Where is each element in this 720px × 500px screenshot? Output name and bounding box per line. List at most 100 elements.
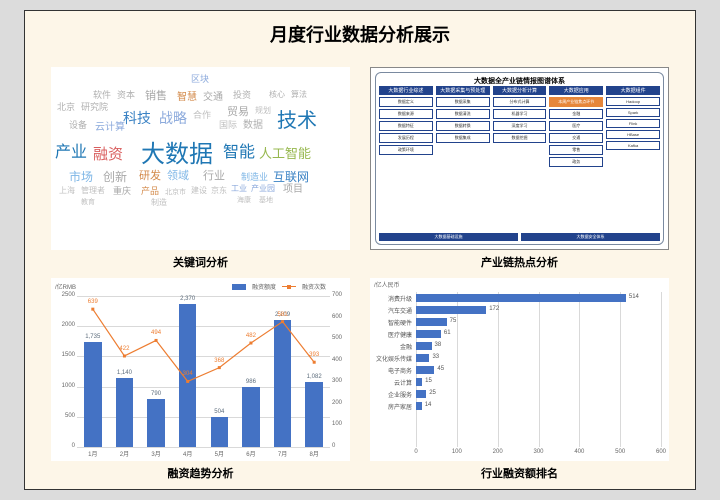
ranking-row: 电子商务45 [370, 364, 669, 376]
wordcloud-word: 产品 [141, 187, 159, 196]
chain-box: 数据采集 [436, 97, 490, 107]
wordcloud-word: 国际 [219, 121, 237, 130]
wordcloud-word: 区块 [191, 75, 209, 84]
dashboard-canvas: 月度行业数据分析展示 大数据技术产业融资智能人工智能科技战略市场创新研发领域行业… [24, 10, 696, 490]
ranking-bar [416, 330, 441, 338]
chain-box: 数据定义 [379, 97, 433, 107]
wordcloud-word: 产业 [55, 145, 87, 161]
ranking-x-tick: 300 [533, 449, 543, 455]
chain-box: 数据转换 [436, 121, 490, 131]
chain-column-head: 大数据应用 [549, 86, 603, 95]
ranking-row: 消费升级514 [370, 292, 669, 304]
ranking-x-tick: 200 [493, 449, 503, 455]
ranking-value: 38 [435, 342, 442, 348]
wordcloud-word: 海康 [237, 197, 251, 204]
y-right-tick: 400 [332, 357, 342, 363]
wordcloud-word: 战略 [159, 111, 187, 125]
trend-panel: 1,7356391,1404227904942,3703045043689864… [51, 278, 350, 461]
ranking-bar [416, 378, 422, 386]
trend-unit: /亿RMB [55, 282, 76, 291]
wordcloud-word: 重庆 [113, 187, 131, 196]
chain-box: Hadoop [606, 97, 660, 106]
trend-legend: 融资额度融资次数 [232, 282, 326, 291]
chain-box: 交通 [549, 133, 603, 143]
wordcloud-word: 数据 [243, 121, 263, 131]
trend-x-tick: 1月 [88, 449, 97, 458]
ranking-category: 云计算 [370, 378, 416, 387]
chain-box: Spark [606, 108, 660, 117]
chain-footer: 大数据安全体系 [521, 233, 660, 241]
chain-box: Kafka [606, 141, 660, 150]
chain-box: 政策环境 [379, 145, 433, 155]
wordcloud-word: 制造业 [241, 173, 268, 182]
y-right-tick: 100 [332, 421, 342, 427]
ranking-category: 企业服务 [370, 390, 416, 399]
wordcloud-word: 交通 [203, 93, 223, 103]
chain-panel: 大数据全产业链情报图谱体系大数据行业综述数据定义数据来源数据特征发展历程政策环境… [370, 67, 669, 250]
ranking-row: 云计算 15 [370, 376, 669, 388]
cell-ranking: /亿人民币0100200300400500600消费升级514汽车交通172智能… [370, 278, 669, 483]
wordcloud-word: 建设 [191, 187, 207, 195]
chain-box: 分布式计算 [493, 97, 547, 107]
trend-x-tick: 7月 [278, 449, 287, 458]
ranking-category: 房产家居 [370, 402, 416, 411]
ranking-category: 医疗健康 [370, 330, 416, 339]
ranking-value: 33 [432, 354, 439, 360]
trend-x-tick: 3月 [151, 449, 160, 458]
wordcloud-word: 合作 [193, 111, 211, 120]
ranking-value: 14 [425, 402, 432, 408]
wordcloud-word: 京东 [211, 187, 227, 195]
chain-box: 政务 [549, 157, 603, 167]
wordcloud-word: 产业园 [251, 185, 275, 193]
ranking-x-tick: 0 [414, 449, 417, 455]
y-right-tick: 500 [332, 335, 342, 341]
ranking-bar [416, 342, 432, 350]
ranking-row: 汽车交通172 [370, 304, 669, 316]
wordcloud-word: 大数据 [141, 143, 213, 167]
y-left-tick: 1500 [62, 352, 75, 358]
trend-x-tick: 2月 [120, 449, 129, 458]
y-right-tick: 700 [332, 292, 342, 298]
ranking-row: 智能硬件75 [370, 316, 669, 328]
caption-ranking: 行业融资额排名 [370, 461, 669, 483]
chain-column-head: 大数据分析计算 [493, 86, 547, 95]
wordcloud-panel: 大数据技术产业融资智能人工智能科技战略市场创新研发领域行业互联网制造业销售区块软… [51, 67, 350, 250]
chain-column-head: 大数据组件 [606, 86, 660, 95]
caption-chain: 产业链热点分析 [370, 250, 669, 272]
ranking-x-tick: 600 [656, 449, 666, 455]
ranking-unit: /亿人民币 [374, 280, 400, 289]
chain-footer: 大数据基础设施 [379, 233, 518, 241]
chain-box: 数据集成 [436, 133, 490, 143]
wordcloud-word: 核心 [269, 91, 285, 99]
y-left-tick: 0 [72, 443, 75, 449]
wordcloud-word: 北京市 [165, 189, 186, 196]
ranking-category: 文化娱乐传媒 [370, 354, 416, 363]
y-left-tick: 500 [65, 413, 75, 419]
y-left-tick: 2000 [62, 322, 75, 328]
chain-box: 发展历程 [379, 133, 433, 143]
wordcloud-word: 技术 [277, 111, 317, 131]
wordcloud-word: 管理者 [81, 187, 105, 195]
wordcloud-word: 资本 [117, 91, 135, 100]
wordcloud-word: 互联网 [273, 171, 309, 183]
ranking-row: 企业服务 25 [370, 388, 669, 400]
wordcloud-word: 领域 [167, 171, 189, 182]
ranking-value: 514 [629, 294, 639, 300]
wordcloud-word: 智慧 [177, 93, 197, 103]
wordcloud-word: 市场 [69, 171, 93, 183]
chain-box: HBase [606, 130, 660, 139]
ranking-value: 25 [429, 390, 436, 396]
chain-box: 零售 [549, 145, 603, 155]
ranking-value: 15 [425, 378, 432, 384]
ranking-row: 医疗健康 61 [370, 328, 669, 340]
ranking-category: 智能硬件 [370, 318, 416, 327]
ranking-bar [416, 306, 486, 314]
wordcloud-word: 上海 [59, 187, 75, 195]
wordcloud-word: 研发 [139, 171, 161, 182]
trend-x-tick: 6月 [246, 449, 255, 458]
chain-column-head: 大数据行业综述 [379, 86, 433, 95]
ranking-panel: /亿人民币0100200300400500600消费升级514汽车交通172智能… [370, 278, 669, 461]
ranking-value: 61 [444, 330, 451, 336]
trend-x-tick: 4月 [183, 449, 192, 458]
chain-box: Flink [606, 119, 660, 128]
